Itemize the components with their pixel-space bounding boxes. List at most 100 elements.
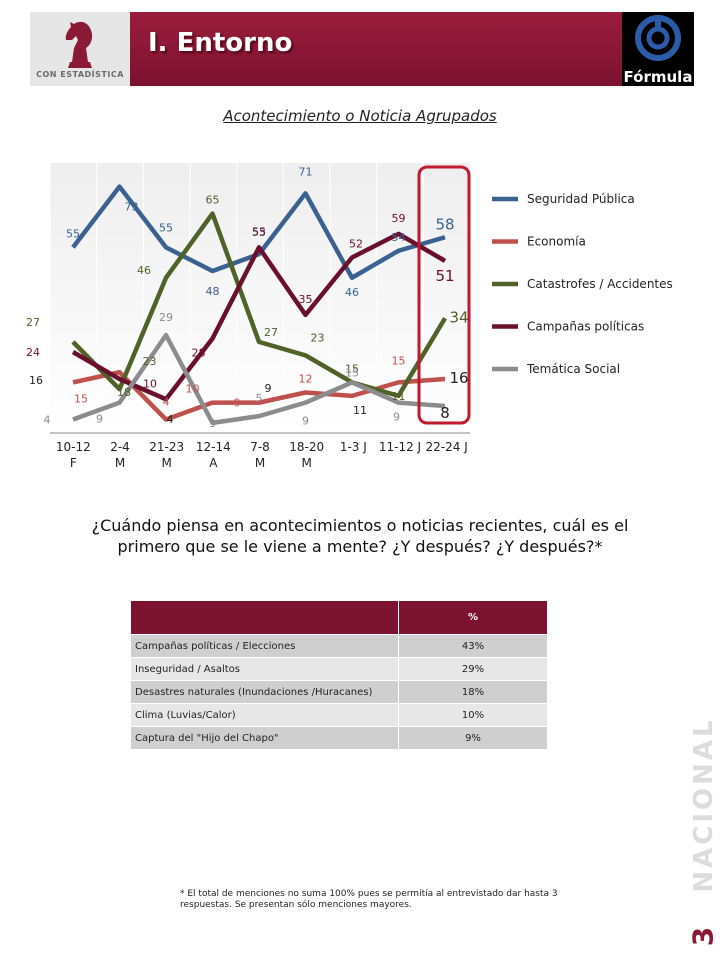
- data-label: 24: [26, 346, 40, 359]
- data-label: 27: [26, 316, 40, 329]
- series-line: [72, 332, 446, 426]
- row-percentage: 9%: [398, 726, 548, 750]
- data-label: 52: [349, 238, 363, 251]
- table-row: Clima (Luvias/Calor) 10%: [130, 703, 548, 727]
- data-label: 4: [167, 413, 174, 426]
- con-estadistica-logo: CON ESTADÍSTICA: [30, 12, 130, 86]
- table-row: Inseguridad / Asaltos 29%: [130, 657, 548, 681]
- side-label: NACIONAL: [689, 717, 719, 893]
- table-row: Desastres naturales (Inundaciones /Hurac…: [130, 680, 548, 704]
- legend-label: Economía: [527, 235, 586, 249]
- data-label: 18: [117, 386, 131, 399]
- chart-subtitle: Acontecimiento o Noticia Agrupados: [223, 107, 497, 125]
- x-tick-label: 22-24 J: [426, 440, 468, 454]
- side-label-text: NACIONAL: [689, 717, 719, 893]
- legend-label: Seguridad Pública: [527, 192, 635, 206]
- data-label: 15: [392, 354, 406, 367]
- data-label: 65: [206, 194, 220, 207]
- header-band: [30, 12, 694, 86]
- page-number: 3: [686, 926, 720, 947]
- x-tick-label: 2-4 M: [110, 440, 130, 470]
- data-label: 73: [125, 201, 139, 214]
- formula-emblem-icon: [635, 15, 681, 61]
- highlight-box: [417, 165, 471, 425]
- legend-label: Temática Social: [526, 362, 620, 376]
- footnote: * El total de menciones no suma 100% pue…: [180, 889, 558, 910]
- data-label: 55: [252, 225, 266, 238]
- data-label: 48: [206, 285, 220, 298]
- table-header-pct: %: [398, 601, 548, 635]
- row-label: Campañas políticas / Elecciones: [130, 634, 399, 658]
- left-logo-text: CON ESTADÍSTICA: [36, 70, 124, 79]
- data-label: 71: [299, 165, 313, 178]
- x-tick-label: 7-8 M: [250, 440, 270, 470]
- x-tick-label: 1-3 J: [340, 440, 367, 454]
- row-label: Desastres naturales (Inundaciones /Hurac…: [130, 680, 399, 704]
- data-label: 5: [256, 392, 263, 405]
- survey-question: ¿Cuándo piensa en acontecimientos o noti…: [91, 516, 629, 556]
- data-label: 59: [392, 212, 406, 225]
- data-label: 55: [66, 227, 80, 240]
- formula-logo: Fórmula: [622, 12, 694, 86]
- knight-chess-icon: [65, 21, 93, 68]
- data-label: 46: [345, 286, 359, 299]
- x-tick-label: 11-12 J: [379, 440, 421, 454]
- table-row: Campañas políticas / Elecciones 43%: [130, 634, 548, 658]
- data-label: 10: [186, 383, 200, 396]
- x-tick-label: 21-23 M: [149, 440, 184, 470]
- row-percentage: 10%: [398, 703, 548, 727]
- data-label: 54: [392, 231, 406, 244]
- row-label: Inseguridad / Asaltos: [130, 657, 399, 681]
- data-label: 29: [159, 311, 173, 324]
- data-label: 9: [302, 415, 309, 428]
- data-label: 9: [96, 413, 103, 426]
- data-label: 34: [449, 308, 468, 326]
- x-tick-label: 10-12 F: [56, 440, 91, 470]
- data-label: 55: [159, 221, 173, 234]
- data-label: 58: [435, 215, 454, 233]
- data-label: 11: [353, 404, 367, 417]
- legend-label: Campañas políticas: [527, 320, 644, 334]
- series-line: [71, 231, 447, 402]
- data-label: 23: [143, 355, 157, 368]
- row-percentage: 29%: [398, 657, 548, 681]
- data-label: 9: [234, 397, 241, 410]
- data-label: 9: [265, 382, 272, 395]
- data-label: 15: [74, 392, 88, 405]
- data-label: 46: [137, 264, 151, 277]
- table-header-row: %: [130, 601, 548, 635]
- row-percentage: 43%: [398, 634, 548, 658]
- data-label: 53: [252, 226, 266, 239]
- row-label: Captura del "Hijo del Chapo": [130, 726, 399, 750]
- data-label: 12: [299, 373, 313, 386]
- row-label: Clima (Luvias/Calor): [130, 703, 399, 727]
- x-tick-label: 12-14 A: [196, 440, 231, 470]
- data-label: 28: [192, 347, 206, 360]
- data-label: 4: [163, 396, 170, 409]
- data-label: 16: [29, 374, 43, 387]
- table-row: Captura del "Hijo del Chapo" 9%: [130, 726, 548, 750]
- data-label: 27: [264, 326, 278, 339]
- row-percentage: 18%: [398, 680, 548, 704]
- data-label: 8: [440, 404, 450, 422]
- series-line: [71, 184, 446, 280]
- x-tick-label: 18-20 M: [289, 440, 324, 470]
- results-table: % Campañas políticas / Elecciones 43% Inse…: [130, 601, 548, 750]
- data-label: 9: [393, 411, 400, 424]
- series-line: [71, 211, 447, 399]
- data-label: 11: [392, 390, 406, 403]
- right-logo-text: Fórmula: [623, 68, 693, 86]
- data-label: 3: [209, 417, 216, 430]
- table-header-label: [130, 601, 399, 635]
- data-label: 35: [299, 293, 313, 306]
- data-label: 51: [435, 267, 454, 285]
- data-label: 15: [345, 362, 359, 375]
- data-label: 4: [44, 414, 51, 427]
- data-label: 10: [143, 377, 157, 390]
- data-label: 23: [311, 331, 325, 344]
- section-title: I. Entorno: [148, 28, 293, 58]
- data-label: 15: [345, 366, 359, 379]
- legend-label: Catastrofes / Accidentes: [527, 277, 673, 291]
- data-label: 16: [449, 369, 468, 387]
